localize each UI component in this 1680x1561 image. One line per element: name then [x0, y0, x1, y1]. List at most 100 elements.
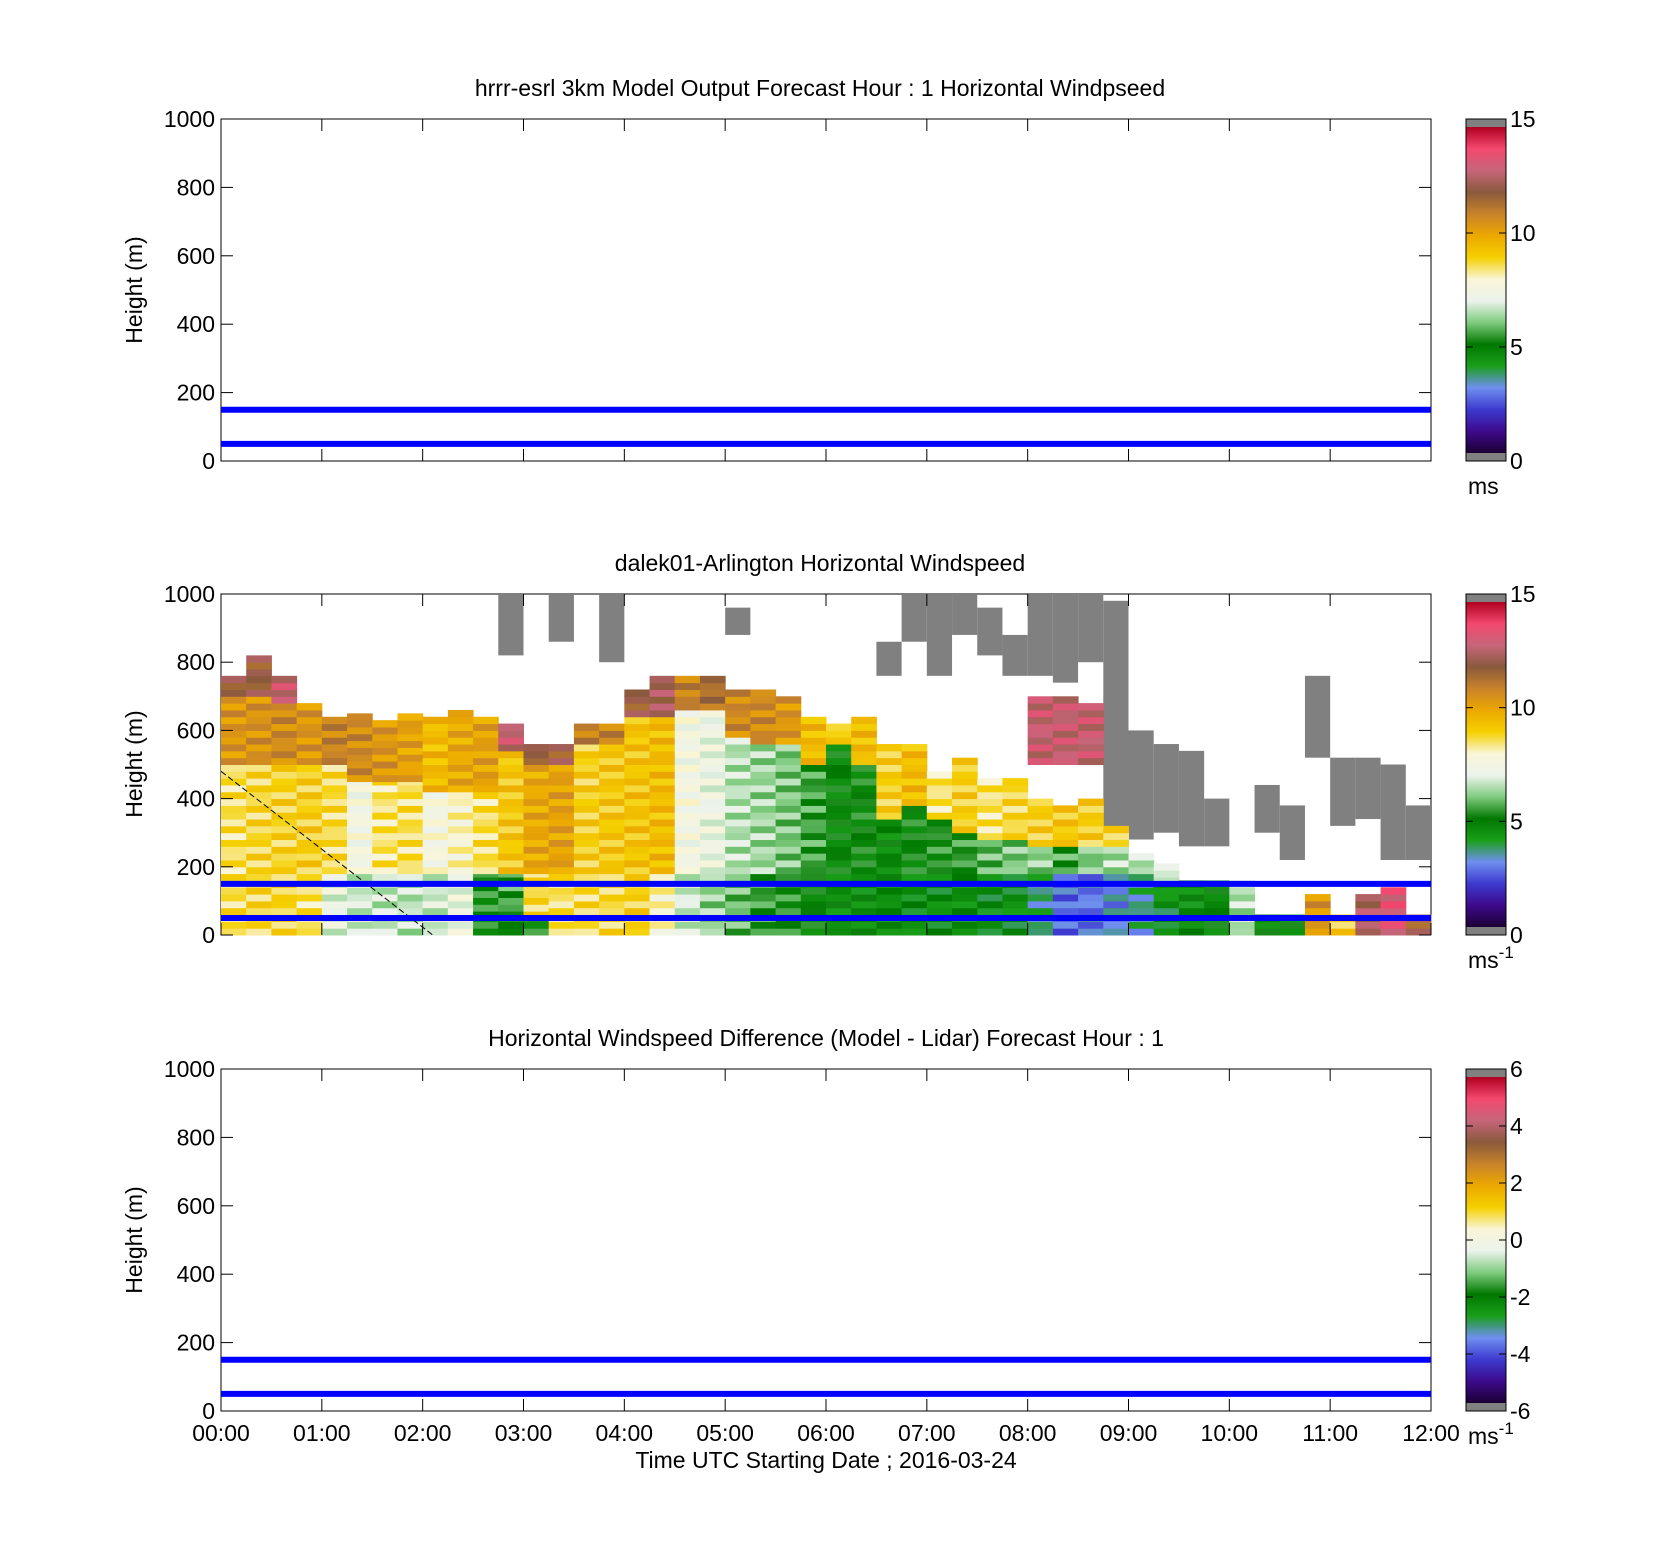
heatmap-cell [523, 877, 550, 885]
heatmap-cell [473, 853, 499, 861]
heatmap-cell [523, 904, 550, 912]
heatmap-cell [523, 839, 550, 847]
heatmap-cell [876, 778, 903, 786]
heatmap-cell [1153, 863, 1180, 871]
heatmap-cell [750, 709, 777, 718]
heatmap-cell [473, 890, 499, 898]
heatmap-cell [725, 894, 751, 902]
heatmap-cell [271, 859, 298, 868]
heatmap-cell [221, 825, 247, 834]
heatmap-cell [725, 771, 751, 779]
heatmap-cell [246, 764, 272, 772]
y-ticks: 0 200 400 600 800 1000 [164, 106, 1431, 474]
heatmap-cell [800, 859, 827, 868]
colorbar-over [1466, 119, 1506, 127]
heatmap-cell [1052, 825, 1079, 834]
heatmap-cell [372, 900, 398, 909]
heatmap-cell [246, 737, 272, 745]
heatmap-cell [1078, 812, 1104, 820]
heatmap-cell [1002, 887, 1029, 895]
heatmap-cell [321, 894, 348, 902]
heatmap-cell [473, 832, 499, 841]
heatmap-cell [397, 761, 424, 769]
heatmap-cell [498, 730, 524, 738]
heatmap-cell [649, 703, 676, 711]
heatmap-cell [1027, 846, 1054, 854]
heatmap-cell [624, 900, 651, 909]
heatmap-cell [447, 709, 474, 718]
heatmap-cell [876, 819, 903, 827]
heatmap-cell [1229, 900, 1256, 909]
heatmap-cell [1204, 900, 1230, 909]
heatmap-cell [952, 791, 978, 800]
heatmap-cell [271, 832, 298, 841]
heatmap-cell [674, 778, 701, 786]
heatmap-cell [750, 764, 777, 772]
heatmap-cell [851, 900, 877, 909]
heatmap-cell [851, 928, 877, 936]
heatmap-cell [876, 921, 903, 929]
heatmap-cell [901, 873, 928, 881]
heatmap-cell [296, 771, 323, 779]
heatmap-cell [573, 771, 600, 779]
heatmap-cell [1078, 703, 1104, 711]
heatmap-cell [321, 812, 348, 820]
y-tick-label: 800 [177, 174, 215, 200]
heatmap-cell [321, 825, 348, 834]
heatmap-cell [1027, 873, 1054, 881]
heatmap-cell [952, 873, 978, 881]
heatmap-cell [775, 812, 802, 820]
heatmap-cell [725, 921, 751, 929]
heatmap-cell [221, 832, 247, 841]
heatmap-cell [397, 928, 424, 936]
heatmap-cell [1128, 859, 1155, 868]
heatmap-cell [573, 887, 600, 895]
heatmap-cell [271, 682, 298, 690]
heatmap-cell [573, 798, 600, 806]
heatmap-cell [1178, 928, 1205, 936]
heatmap-cell [422, 805, 449, 813]
heatmap-cell [826, 750, 852, 759]
heatmap-cell [271, 778, 298, 786]
heatmap-cell [1229, 907, 1256, 916]
heatmap-cell [523, 784, 550, 793]
heatmap-cell [876, 839, 903, 847]
heatmap-cell [296, 730, 323, 738]
heatmap-cell [800, 798, 827, 806]
heatmap-cell [221, 764, 247, 772]
heatmap-cell [523, 897, 550, 905]
missing-cell [1027, 594, 1053, 676]
heatmap-cell [674, 696, 701, 704]
heatmap-cell [699, 866, 726, 875]
heatmap-cell [246, 900, 272, 909]
heatmap-cell [1027, 825, 1054, 834]
heatmap-cell [775, 798, 802, 806]
heatmap-cell [1027, 798, 1054, 806]
x-tick-label: 02:00 [394, 1420, 452, 1446]
heatmap-cell [624, 791, 651, 800]
heatmap-cell [523, 832, 550, 841]
heatmap-cell [548, 907, 575, 916]
heatmap-cell [699, 764, 726, 772]
heatmap-cell [1052, 907, 1079, 916]
heatmap-cell [246, 832, 272, 841]
heatmap-cell [397, 819, 424, 827]
heatmap-cell [725, 709, 751, 718]
heatmap-cell [473, 764, 499, 772]
heatmap-cell [473, 819, 499, 827]
heatmap-cell [699, 825, 726, 834]
heatmap-cell [397, 825, 424, 834]
heatmap-cell [901, 853, 928, 861]
heatmap-cell [699, 750, 726, 759]
heatmap-cell [473, 911, 499, 919]
heatmap-cell [775, 750, 802, 759]
heatmap-cell [372, 767, 398, 776]
heatmap-cell [775, 866, 802, 875]
heatmap-cell [523, 771, 550, 779]
plot-axes [220, 118, 1432, 462]
heatmap-cell [296, 778, 323, 786]
heatmap-cell [977, 784, 1003, 793]
heatmap-cell [422, 744, 449, 752]
heatmap-cell [498, 897, 524, 905]
heatmap-cell [321, 730, 348, 738]
